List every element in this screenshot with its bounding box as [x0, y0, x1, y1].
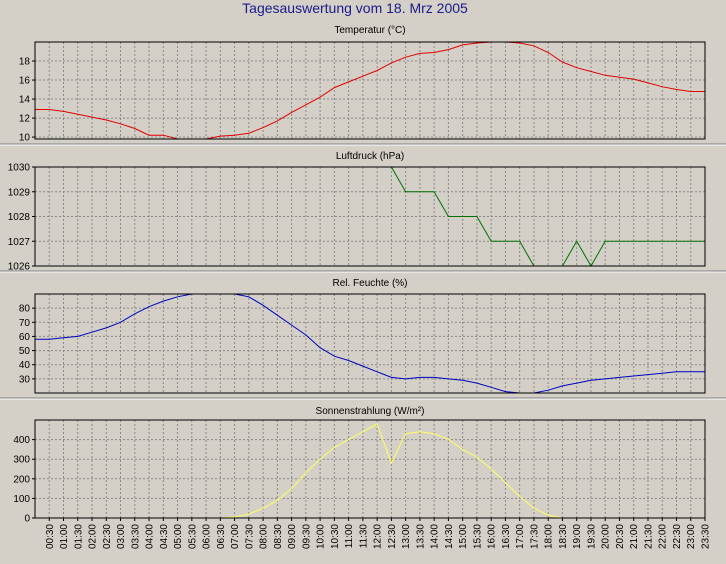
- x-tick-label: 01:00: [59, 524, 70, 549]
- x-tick-label: 09:30: [301, 524, 312, 549]
- x-tick-label: 13:30: [415, 524, 426, 549]
- x-tick-label: 07:00: [230, 524, 241, 549]
- panel-4-ytick-label: 400: [13, 435, 30, 446]
- x-tick-label: 04:00: [145, 524, 156, 549]
- x-tick-label: 11:00: [344, 524, 355, 549]
- x-tick-label: 20:00: [601, 524, 612, 549]
- x-tick-label: 02:00: [88, 524, 99, 549]
- panel-2-ytick-label: 1030: [8, 163, 31, 174]
- panel-3-ytick-label: 50: [19, 346, 31, 357]
- panel-1-ytick-label: 16: [19, 76, 31, 87]
- panel-3-ytick-label: 40: [19, 360, 31, 371]
- x-tick-label: 05:30: [187, 524, 198, 549]
- panel-3-ytick-label: 80: [19, 304, 31, 315]
- x-tick-label: 21:00: [629, 524, 640, 549]
- x-tick-label: 23:00: [686, 524, 697, 549]
- x-tick-label: 23:30: [701, 524, 712, 549]
- x-tick-label: 10:00: [316, 524, 327, 549]
- panel-4-ytick-label: 200: [13, 474, 30, 485]
- x-tick-label: 15:30: [472, 524, 483, 549]
- x-tick-label: 08:30: [273, 524, 284, 549]
- x-tick-label: 19:00: [572, 524, 583, 549]
- x-tick-label: 11:30: [358, 524, 369, 549]
- panel-4-ytick-label: 300: [13, 455, 30, 466]
- panel-4-plot-area: [34, 419, 706, 519]
- x-tick-label: 17:00: [515, 524, 526, 549]
- panel-2-border: [34, 166, 706, 267]
- x-tick-label: 10:30: [330, 524, 341, 549]
- panel-1-title: Temperatur (°C): [334, 25, 405, 36]
- x-tick-label: 02:30: [102, 524, 113, 549]
- panel-2-ytick-label: 1028: [8, 212, 31, 223]
- panel-4-series-line: [206, 423, 563, 519]
- x-tick-label: 09:00: [287, 524, 298, 549]
- panel-3-title: Rel. Feuchte (%): [332, 278, 407, 289]
- panel-1-ytick-label: 18: [19, 57, 31, 68]
- panel-4-ytick-label: 100: [13, 494, 30, 505]
- x-tick-label: 03:00: [116, 524, 127, 549]
- x-tick-label: 16:30: [501, 524, 512, 549]
- x-tick-label: 22:00: [658, 524, 669, 549]
- x-tick-label: 15:00: [458, 524, 469, 549]
- panel-3-ytick-label: 60: [19, 332, 31, 343]
- x-tick-label: 12:30: [387, 524, 398, 549]
- panel-4-border: [34, 419, 706, 519]
- panel-1-series-line: [35, 41, 705, 140]
- panel-1-ytick-label: 10: [19, 133, 31, 144]
- x-tick-label: 19:30: [586, 524, 597, 549]
- x-tick-label: 22:30: [672, 524, 683, 549]
- x-tick-label: 17:30: [529, 524, 540, 549]
- x-tick-label: 01:30: [73, 524, 84, 549]
- x-tick-label: 14:30: [444, 524, 455, 549]
- x-tick-label: 03:30: [130, 524, 141, 549]
- page-title: Tagesauswertung vom 18. Mrz 2005: [242, 0, 468, 16]
- x-tick-label: 08:00: [259, 524, 270, 549]
- panel-4-title: Sonnenstrahlung (W/m²): [316, 406, 425, 417]
- x-tick-label: 07:30: [244, 524, 255, 549]
- x-tick-label: 18:30: [558, 524, 569, 549]
- panel-1-ytick-label: 12: [19, 114, 31, 125]
- x-tick-label: 16:00: [487, 524, 498, 549]
- panel-1-border: [34, 41, 706, 140]
- panel-2-ytick-label: 1026: [8, 262, 31, 273]
- x-tick-label: 06:30: [216, 524, 227, 549]
- panel-3-ytick-label: 70: [19, 318, 31, 329]
- x-tick-label: 12:00: [373, 524, 384, 549]
- x-tick-label: 21:30: [643, 524, 654, 549]
- panel-1-plot-area: [34, 41, 706, 140]
- x-tick-label: 05:00: [173, 524, 184, 549]
- panel-3-series-line: [35, 293, 705, 394]
- panel-3-plot-area: [34, 293, 706, 394]
- panel-2-ytick-label: 1027: [8, 237, 31, 248]
- x-tick-label: 13:00: [401, 524, 412, 549]
- panel-1-ytick-label: 14: [19, 95, 31, 106]
- panel-3-ytick-label: 30: [19, 374, 31, 385]
- x-tick-label: 00:30: [45, 524, 56, 549]
- panel-4-ytick-label: 0: [24, 514, 30, 525]
- x-tick-label: 18:00: [544, 524, 555, 549]
- x-tick-label: 06:00: [202, 524, 213, 549]
- x-tick-label: 04:30: [159, 524, 170, 549]
- panel-3-border: [34, 293, 706, 394]
- x-tick-label: 14:00: [430, 524, 441, 549]
- x-tick-label: 20:30: [615, 524, 626, 549]
- panel-2-ytick-label: 1029: [8, 187, 31, 198]
- panel-2-title: Luftdruck (hPa): [336, 151, 404, 162]
